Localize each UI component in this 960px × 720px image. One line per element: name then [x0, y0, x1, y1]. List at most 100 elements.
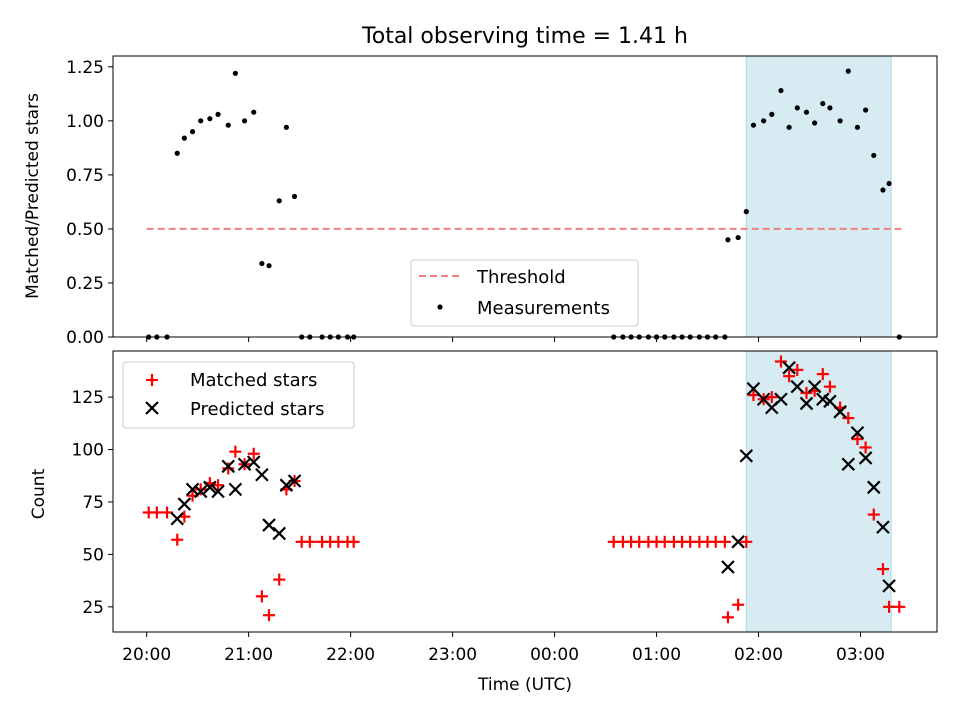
matched-stars-point	[859, 441, 872, 454]
matched-stars-point	[867, 508, 880, 521]
measurement-point	[794, 105, 800, 111]
measurement-point	[232, 70, 238, 76]
measurement-point	[880, 187, 886, 193]
predicted-stars-point	[739, 449, 754, 463]
measurement-point	[276, 198, 282, 204]
predicted-stars-point	[203, 480, 217, 495]
ratio-y-tick-label: 0.25	[66, 274, 104, 294]
measurement-point	[225, 122, 231, 128]
matched-stars-point	[783, 370, 796, 383]
matched-stars-point	[161, 506, 174, 519]
matched-stars-point	[718, 535, 731, 548]
measurement-point	[743, 209, 749, 215]
measurement-point	[863, 107, 869, 113]
x-tick-label: 02:00	[734, 645, 783, 665]
x-axis-label: Time (UTC)	[477, 675, 572, 695]
predicted-stars-point	[262, 518, 276, 532]
chart-title: Total observing time = 1.41 h	[361, 24, 688, 49]
matched-stars-point	[740, 535, 753, 548]
measurement-point	[266, 263, 272, 269]
count-legend: Matched stars Predicted stars	[122, 361, 355, 429]
predicted-stars-point	[170, 511, 185, 526]
predicted-stars-point	[272, 526, 287, 541]
x-tick-label: 21:00	[224, 645, 273, 665]
count-y-tick-label: 100	[72, 441, 104, 461]
predicted-stars-point	[287, 474, 302, 488]
matched-stars-point	[791, 363, 804, 376]
count-y-axis-label: Count	[29, 468, 49, 519]
predicted-stars-point	[782, 360, 796, 375]
predicted-stars-point	[255, 467, 269, 482]
predicted-stars-point	[823, 394, 837, 409]
measurements-legend-swatch	[437, 304, 443, 310]
ratio-y-tick-label: 0.50	[66, 220, 104, 240]
matched-stars-point	[171, 533, 184, 546]
measurement-point	[750, 122, 757, 128]
matched-stars-point	[774, 355, 787, 368]
measurement-point	[735, 234, 741, 241]
predicted-stars-point	[177, 497, 192, 511]
predicted-stars-point	[211, 484, 225, 499]
predicted-stars-point	[841, 457, 856, 472]
x-tick-label: 23:00	[428, 645, 477, 665]
predicted-stars-point	[807, 379, 822, 394]
x-tick-label: 03:00	[836, 645, 885, 665]
matched-stars-point	[212, 479, 225, 492]
measurement-point	[215, 111, 221, 117]
predicted-stars-point	[228, 482, 243, 497]
matched-stars-point	[842, 412, 855, 425]
matched-stars-point	[721, 611, 734, 624]
predicted-stars-point	[882, 579, 896, 593]
x-tick-label: 20:00	[122, 645, 171, 665]
matched-legend-label: Matched stars	[190, 370, 317, 391]
matched-stars-point	[765, 391, 778, 404]
measurement-point	[854, 124, 861, 130]
measurement-point	[283, 124, 289, 130]
measurement-point	[871, 152, 877, 159]
ratio-panel: 0.00 0.25 0.50 0.75 1.00 1.25 Matched/Predict…	[23, 55, 938, 348]
predicted-legend-swatch	[145, 401, 159, 415]
predicted-stars-point	[850, 426, 865, 440]
measurement-point	[886, 180, 892, 187]
predicted-stars-point	[790, 379, 805, 394]
matched-stars-point	[347, 535, 360, 548]
matched-stars-point	[893, 600, 906, 613]
measurement-point	[198, 118, 204, 124]
matched-stars-point	[816, 368, 829, 381]
count-y-tick-label: 125	[72, 388, 104, 408]
measurement-point	[845, 68, 851, 74]
predicted-stars-point	[746, 381, 761, 396]
matched-stars-point	[247, 447, 260, 460]
predicted-stars-point	[774, 392, 788, 407]
measurement-point	[761, 118, 767, 124]
measurement-point	[820, 100, 826, 107]
count-y-tick-label: 75	[82, 493, 104, 513]
measurements-legend-label: Measurements	[477, 298, 610, 319]
count-panel-frame	[112, 350, 938, 633]
ratio-y-tick-label: 1.25	[66, 58, 104, 78]
predicted-stars-point	[721, 560, 735, 574]
measurement-point	[207, 116, 213, 122]
matched-stars-point	[229, 445, 242, 458]
predicted-stars-point	[866, 480, 881, 495]
matched-stars-point	[273, 573, 286, 586]
measurement-point	[251, 109, 257, 115]
measurement-point	[291, 193, 298, 200]
predicted-stars-point	[246, 455, 261, 469]
matched-stars-point	[747, 389, 760, 402]
measurement-point	[812, 120, 818, 126]
ratio-legend: Threshold Measurements	[410, 259, 639, 327]
x-tick-label: 22:00	[326, 645, 375, 665]
predicted-stars-point	[221, 459, 236, 474]
measurement-point	[837, 118, 843, 124]
predicted-stars-point	[876, 520, 890, 534]
predicted-stars-point	[193, 484, 208, 499]
ratio-y-axis-label: Matched/Predicted stars	[23, 93, 43, 299]
threshold-legend-label: Threshold	[476, 267, 566, 288]
x-tick-label: 00:00	[530, 645, 579, 665]
predicted-stars-point	[833, 405, 847, 419]
measurement-point	[778, 87, 784, 94]
predicted-stars-point	[279, 478, 294, 492]
matched-stars-point	[732, 598, 745, 611]
